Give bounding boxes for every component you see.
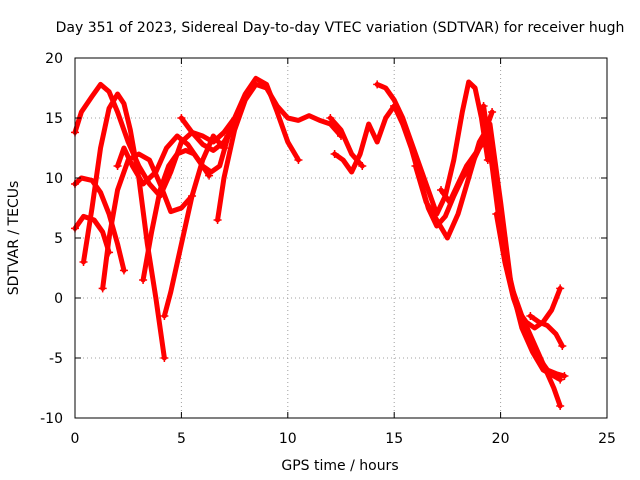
series-line xyxy=(332,103,397,175)
series-arc-8 xyxy=(160,133,228,320)
axis-ticks: 0 5 10 15 20 25 -10 -5 0 5 10 15 20 xyxy=(40,51,616,447)
plus-marker xyxy=(119,266,128,275)
x-tick-label: 10 xyxy=(279,431,297,447)
y-tick-label: 10 xyxy=(45,171,63,187)
y-tick-label: 0 xyxy=(54,291,63,307)
series-group xyxy=(71,75,569,410)
series-arc-2 xyxy=(79,91,169,362)
series-line xyxy=(72,75,301,199)
plus-marker xyxy=(488,108,497,116)
x-tick-label: 5 xyxy=(177,431,186,447)
series-arc-10 xyxy=(213,81,345,224)
y-tick-label: 5 xyxy=(54,231,63,247)
series-line xyxy=(161,133,227,319)
plus-marker xyxy=(219,144,228,152)
y-tick-label: -10 xyxy=(40,411,63,427)
plus-marker xyxy=(560,372,569,380)
plus-marker xyxy=(492,210,501,218)
plus-marker xyxy=(113,162,122,170)
series-line xyxy=(178,115,238,153)
plus-marker xyxy=(177,114,186,122)
plus-marker xyxy=(479,102,488,110)
series-line xyxy=(72,213,112,255)
series-line xyxy=(81,91,167,361)
y-axis-label: SDTVAR / TECUs xyxy=(6,181,22,296)
plus-marker xyxy=(213,216,222,224)
series-arc-15 xyxy=(411,121,565,384)
grid-lines xyxy=(75,58,607,418)
series-line xyxy=(527,313,565,349)
plus-marker xyxy=(79,258,88,266)
plus-marker xyxy=(358,162,367,170)
series-arc-18 xyxy=(492,210,569,380)
plus-marker xyxy=(330,150,339,158)
plus-marker xyxy=(411,162,420,170)
series-line xyxy=(140,133,231,283)
x-axis-label: GPS time / hours xyxy=(281,458,398,474)
chart-title: Day 351 of 2023, Sidereal Day-to-day VTE… xyxy=(56,20,625,36)
plus-marker xyxy=(160,312,169,320)
y-tick-label: 15 xyxy=(45,111,63,127)
series-line xyxy=(72,175,127,273)
plus-marker xyxy=(558,342,567,350)
x-tick-label: 15 xyxy=(385,431,403,447)
series-arc-13 xyxy=(373,79,492,217)
x-tick-label: 0 xyxy=(71,431,80,447)
plus-marker xyxy=(160,354,169,362)
series-line xyxy=(493,211,567,379)
series-line xyxy=(412,121,563,383)
series-arc-19 xyxy=(526,312,567,350)
y-tick-label: -5 xyxy=(49,351,63,367)
plus-marker xyxy=(139,276,148,284)
plus-marker xyxy=(294,156,303,164)
x-tick-label: 25 xyxy=(598,431,616,447)
plus-marker xyxy=(326,114,335,122)
plus-marker xyxy=(390,102,399,110)
plus-marker xyxy=(526,312,535,320)
plus-marker xyxy=(556,402,565,410)
plus-marker xyxy=(373,80,382,89)
plus-marker xyxy=(98,284,107,293)
y-tick-label: 20 xyxy=(45,51,63,67)
series-line xyxy=(215,81,344,223)
x-tick-label: 20 xyxy=(492,431,510,447)
plus-marker xyxy=(437,186,446,194)
plus-marker xyxy=(556,284,565,293)
series-line xyxy=(100,151,195,291)
series-line xyxy=(391,103,495,229)
